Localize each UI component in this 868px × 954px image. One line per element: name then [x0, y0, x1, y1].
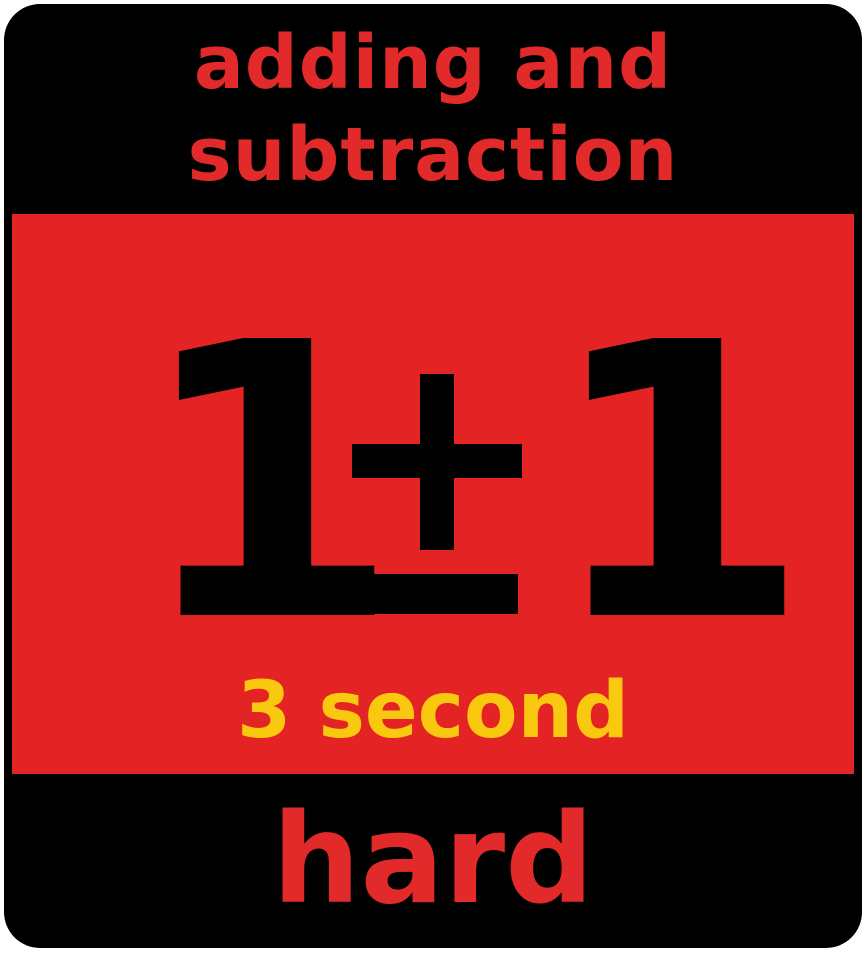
duration-label: 3 second — [237, 666, 629, 756]
plus-minus-icon — [352, 374, 522, 614]
right-operand: 1 — [546, 262, 811, 705]
title: adding and subtraction — [4, 4, 862, 214]
title-line-2: subtraction — [187, 112, 679, 198]
math-expression: 1 1 — [12, 262, 854, 705]
difficulty-label: hard — [272, 788, 594, 932]
title-line-1: adding and — [193, 20, 673, 106]
flashcard[interactable]: adding and subtraction 1 1 3 second hard — [4, 4, 862, 948]
expression-panel: 1 1 3 second — [12, 214, 854, 774]
